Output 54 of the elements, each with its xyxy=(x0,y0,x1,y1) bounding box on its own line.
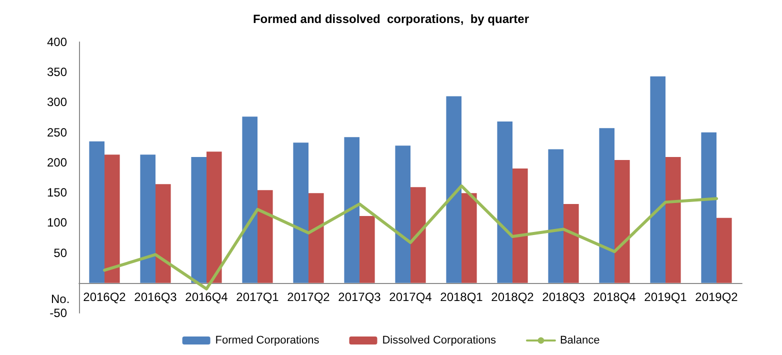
bar xyxy=(293,142,308,283)
bar xyxy=(410,187,426,283)
bar xyxy=(89,141,104,283)
x-tick-label: 2018Q2 xyxy=(491,290,534,304)
bar xyxy=(104,154,120,283)
legend-label: Balance xyxy=(560,334,600,346)
y-tick-label: 250 xyxy=(46,125,68,140)
y-tick-label: 300 xyxy=(46,95,68,110)
y-tick-label: 200 xyxy=(46,155,68,170)
y-tick-label: 400 xyxy=(46,35,68,49)
bar xyxy=(360,216,375,283)
bar xyxy=(462,193,477,283)
x-tick-label: 2016Q2 xyxy=(83,290,126,304)
bar xyxy=(156,184,171,283)
bar xyxy=(701,132,716,283)
line-series xyxy=(103,184,718,290)
x-tick-label: 2019Q2 xyxy=(695,290,738,304)
bar xyxy=(666,157,681,283)
bar xyxy=(599,128,614,283)
y-tick-label: 350 xyxy=(46,65,68,80)
bar xyxy=(650,76,666,283)
bar xyxy=(140,154,156,283)
y-axis-title: No. xyxy=(51,292,70,306)
x-tick-label: 2017Q4 xyxy=(389,290,432,304)
bar xyxy=(242,116,258,283)
bar xyxy=(446,96,462,283)
bar xyxy=(344,137,360,283)
x-tick-label: 2018Q3 xyxy=(542,290,586,304)
x-tick-label: 2017Q2 xyxy=(287,290,330,304)
bar xyxy=(308,193,324,283)
y-tick-label: 100 xyxy=(46,216,68,230)
bar xyxy=(206,152,222,283)
x-tick-label: 2016Q3 xyxy=(134,290,178,304)
y-tick-label: 150 xyxy=(46,186,68,200)
x-tick-label: 2017Q1 xyxy=(236,290,280,304)
bar xyxy=(258,190,273,283)
bar xyxy=(716,218,732,283)
bar xyxy=(497,121,512,283)
y-tick-label: -50 xyxy=(50,306,68,320)
legend-label: Formed Corporations xyxy=(215,334,320,346)
chart-title: Formed and dissolved corporations, by quarter xyxy=(252,12,530,26)
y-tick-label: 50 xyxy=(54,246,68,260)
x-tick-label: 2018Q1 xyxy=(440,290,484,304)
bar xyxy=(548,149,564,283)
x-tick-label: 2017Q3 xyxy=(338,290,382,304)
bar xyxy=(614,160,630,283)
x-tick-label: 2016Q4 xyxy=(185,290,228,304)
bar xyxy=(512,168,528,283)
x-tick-label: 2018Q4 xyxy=(593,290,636,304)
bar xyxy=(564,204,579,283)
x-tick-label: 2019Q1 xyxy=(644,290,688,304)
legend-label: Dissolved Corporations xyxy=(382,334,496,346)
bar xyxy=(395,146,410,283)
bar xyxy=(191,157,206,283)
